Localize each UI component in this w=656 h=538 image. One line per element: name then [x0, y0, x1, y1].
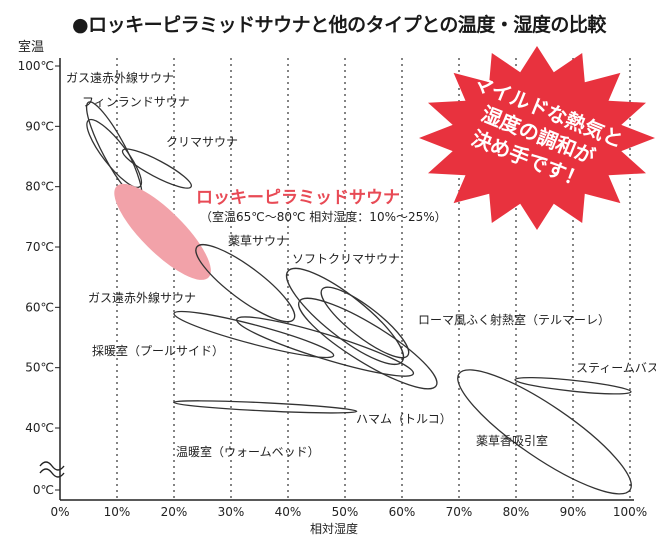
y-tick-label: 70℃: [25, 240, 54, 254]
region-label: 薬草サウナ: [228, 234, 288, 248]
region-label: 温暖室（ウォームベッド）: [176, 444, 320, 459]
y-tick-label: 80℃: [25, 180, 54, 194]
highlight-label: ロッキーピラミッドサウナ: [196, 188, 400, 208]
x-tick-label: 10%: [104, 505, 131, 519]
region-ellipse: [514, 376, 632, 395]
chart-title: ●ロッキーピラミッドサウナと他のタイプとの温度・湿度の比較: [72, 14, 606, 36]
x-tick-label: 60%: [389, 505, 416, 519]
region-ellipse: [173, 400, 358, 414]
y-tick-label: 90℃: [25, 119, 54, 133]
region-ellipse: [173, 310, 335, 359]
region-label: ガス遠赤外線サウナ: [88, 290, 196, 305]
x-tick-label: 40%: [275, 505, 302, 519]
highlight-sublabel: （室温65℃～80℃ 相対湿度：10%～25%）: [200, 209, 447, 224]
x-tick-label: 50%: [332, 505, 359, 519]
x-tick-label: 30%: [218, 505, 245, 519]
region-ellipse: [121, 148, 192, 189]
y-tick-label: 0℃: [33, 483, 54, 497]
x-tick-label: 20%: [161, 505, 188, 519]
region-label: 薬草香吸引室: [476, 433, 548, 448]
region-ellipse: [235, 316, 415, 377]
y-axis-label: 室温: [18, 40, 45, 55]
y-tick-label: 100℃: [18, 59, 54, 73]
region-ellipse: [298, 297, 438, 390]
x-tick-label: 70%: [446, 505, 473, 519]
region-label: ソフトクリマサウナ: [292, 252, 400, 266]
y-tick-label: 40℃: [25, 421, 54, 435]
x-tick-label: 100%: [613, 505, 647, 519]
region-label: ローマ風ふく射熱室（テルマーレ）: [418, 312, 610, 327]
x-tick-label: 80%: [503, 505, 530, 519]
y-tick-label: 50℃: [25, 361, 54, 375]
region-ellipse: [320, 286, 410, 359]
region-ellipse: [457, 369, 632, 495]
axis-break-icon: [39, 461, 65, 478]
region-ellipse: [285, 267, 405, 365]
y-tick-label: 60℃: [25, 300, 54, 314]
region-ellipse: [85, 101, 143, 200]
x-axis-label: 相対湿度: [310, 522, 359, 536]
region-label: 採暖室（プールサイド）: [92, 343, 224, 358]
region-label: スティームバス: [576, 361, 656, 375]
x-tick-label: 0%: [50, 505, 69, 519]
region-ellipse: [114, 183, 211, 280]
region-label: クリマサウナ: [166, 135, 238, 149]
x-tick-label: 90%: [560, 505, 587, 519]
region-ellipse: [195, 244, 296, 323]
region-label: ガス遠赤外線サウナ: [66, 70, 174, 85]
starburst-badge: [419, 46, 655, 230]
region-label: フィンランドサウナ: [82, 95, 190, 109]
region-label: ハマム（トルコ）: [356, 412, 452, 426]
